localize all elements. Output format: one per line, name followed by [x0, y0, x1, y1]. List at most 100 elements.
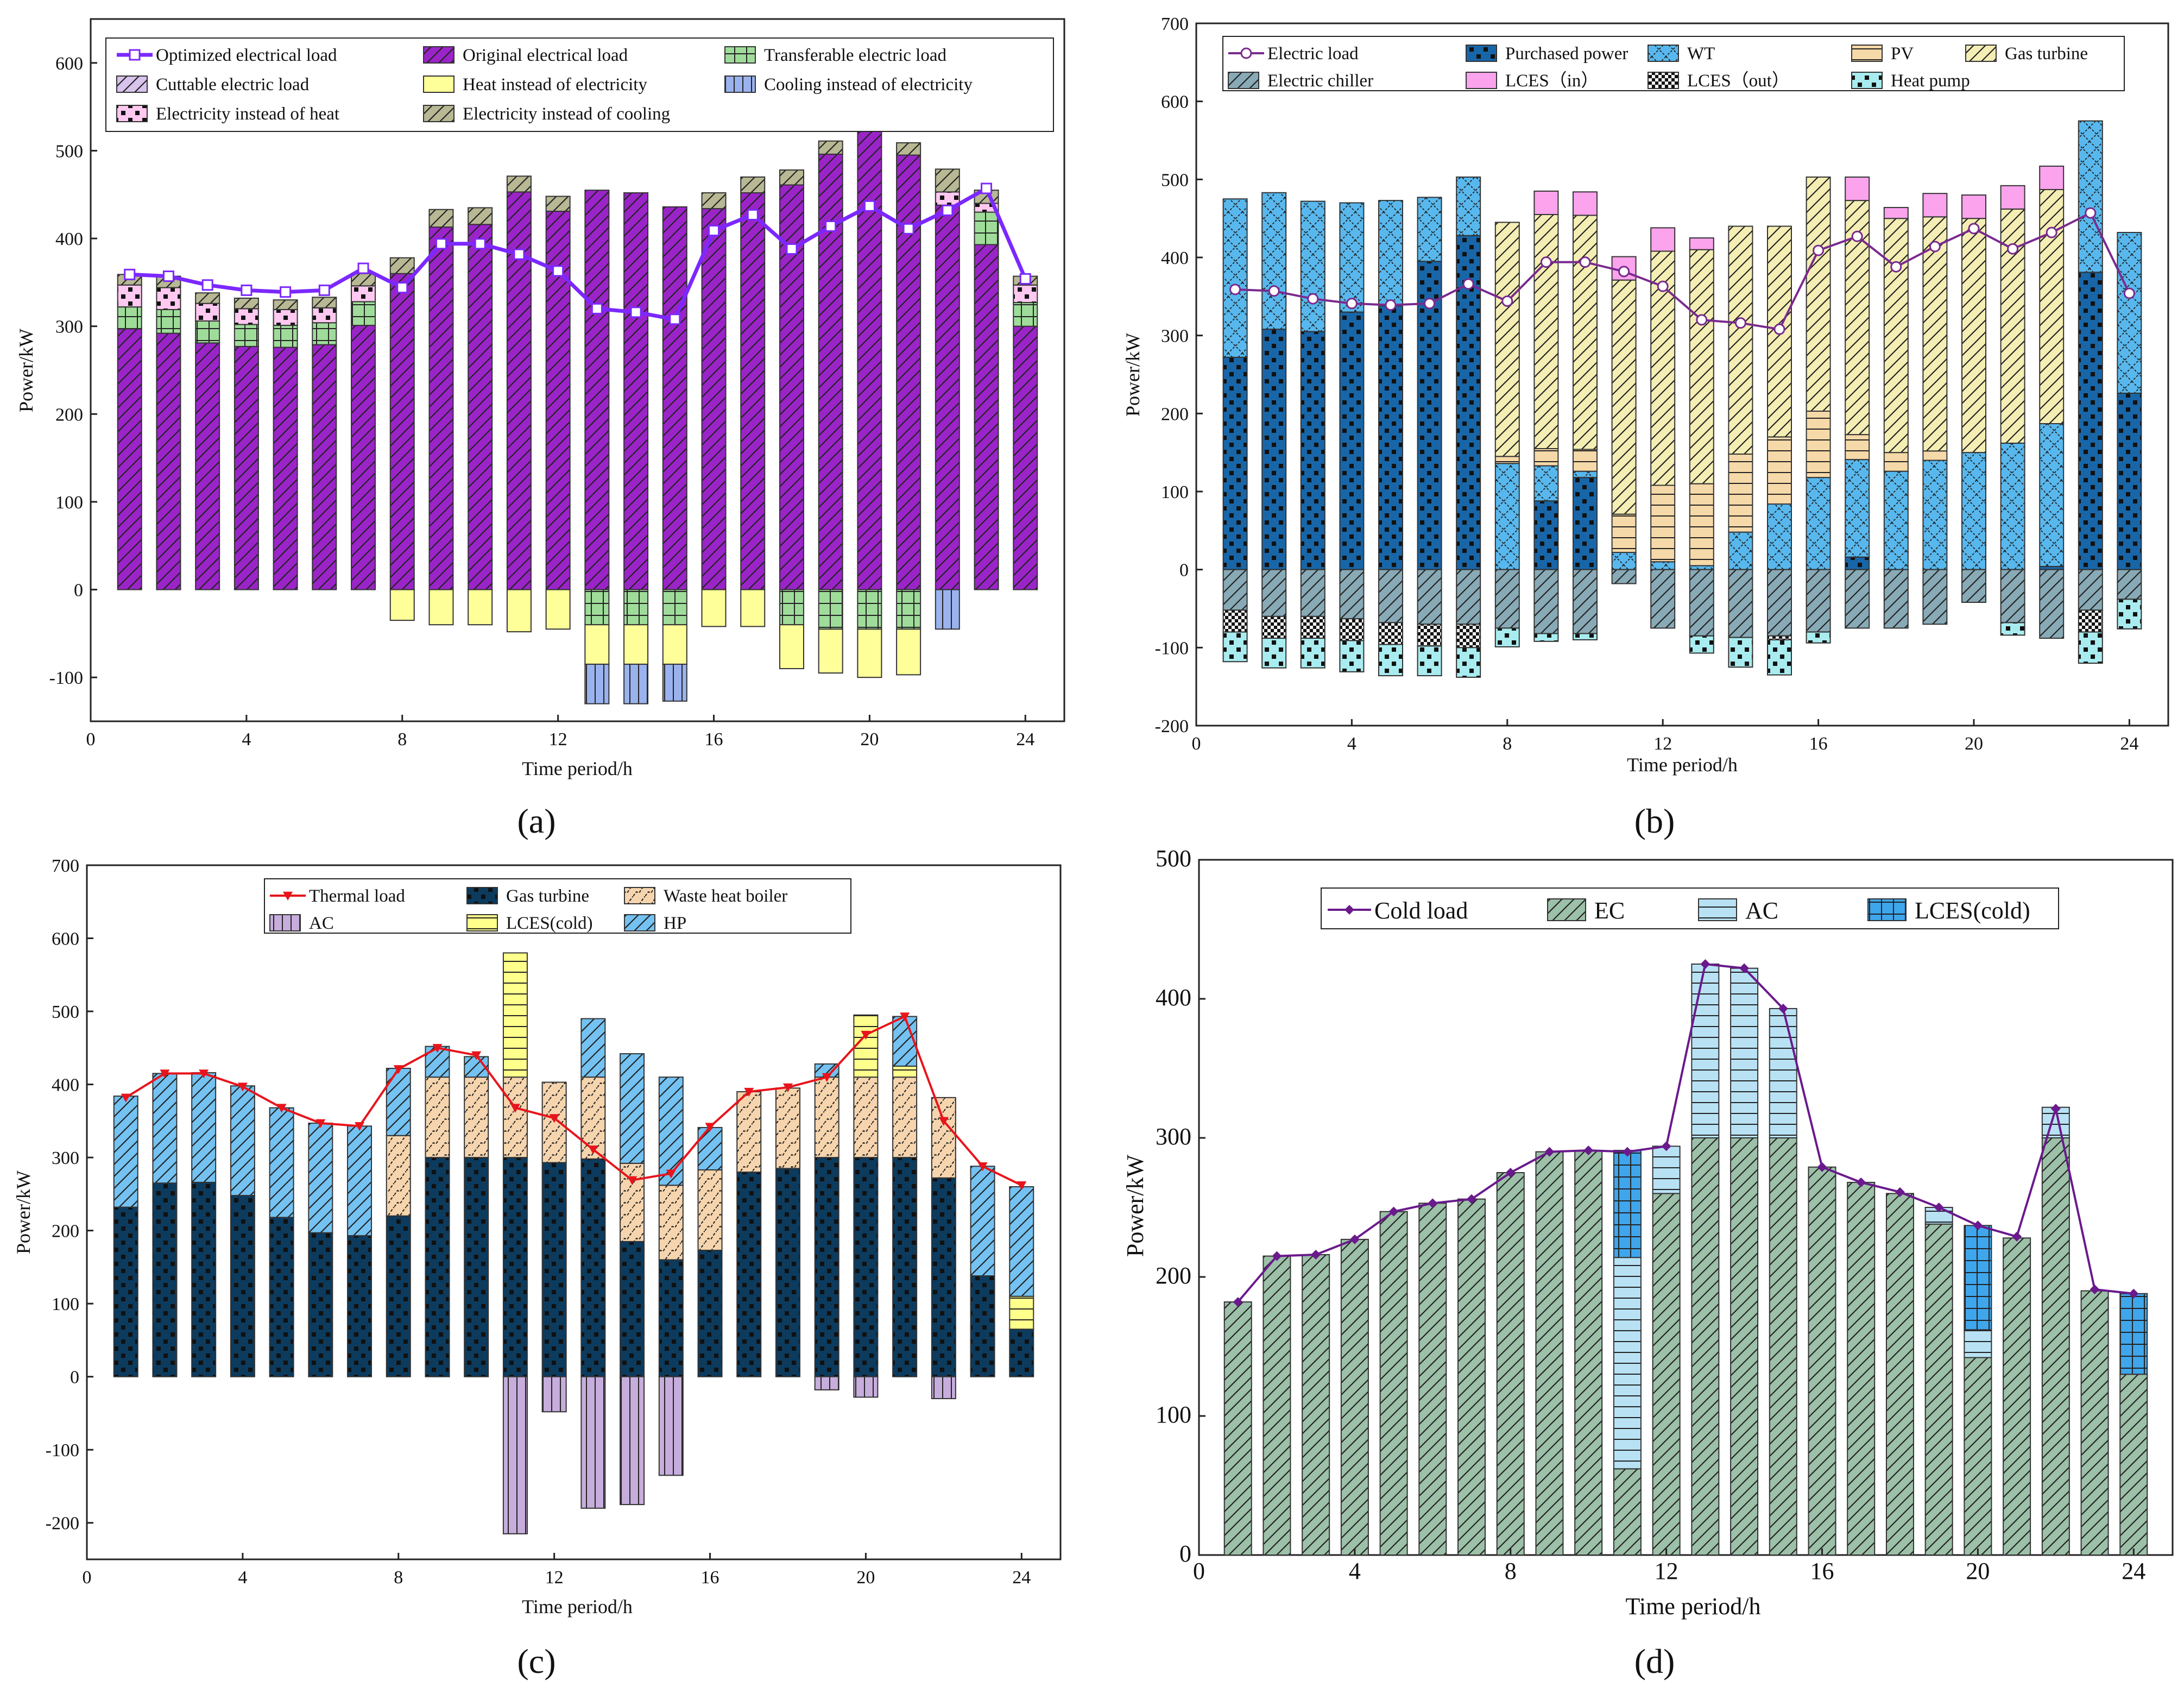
bar-b-s3-t20-hatch	[1962, 218, 1986, 453]
legend-swatch-c-5-edge	[624, 914, 655, 931]
bar-a-s5-t7-hatch	[351, 286, 376, 302]
bar-c-s1-t19-hatch	[815, 1077, 839, 1158]
bar-d-s1-t12	[1652, 1145, 1681, 1194]
bar-a-s5-t1	[117, 284, 142, 308]
point-d-0-t5	[1388, 1206, 1399, 1217]
bar-b-s5-t18-edge	[1883, 569, 1909, 629]
bar-b-s3-t13-hatch	[1689, 249, 1714, 484]
bar-c-s4-t22	[931, 1376, 956, 1400]
bar-b-s7-t16-hatch	[1806, 632, 1830, 643]
point-b-0-t3	[1307, 293, 1319, 305]
series-line-a-0	[129, 185, 1027, 322]
ytick-label-b-700: 700	[1161, 14, 1189, 34]
bar-b-s1-t23	[2078, 120, 2103, 273]
legend-swatch-d-1-hatch	[1548, 899, 1586, 921]
legend-swatch-d-3-hatch	[1868, 899, 1906, 921]
ylabel-a: Power/kW	[15, 329, 37, 412]
point-a-0-t2	[162, 270, 174, 282]
point-a-0-t1	[124, 268, 136, 280]
bar-a-s6-t6	[312, 297, 337, 309]
bar-a-s6-t6-edge	[312, 297, 337, 309]
xtick-label-b-0: 0	[1192, 734, 1201, 754]
bar-b-s1-t21-hatch	[2000, 443, 2025, 570]
bar-c-s0-t16	[697, 1249, 723, 1377]
bar-a-s6-t12	[545, 196, 571, 212]
legend-marker-b-0	[1240, 47, 1252, 59]
point-d-0-t19	[1934, 1203, 1944, 1212]
bar-b-s0-t4	[1339, 311, 1365, 570]
bar-b-s2-t10	[1573, 449, 1598, 472]
point-c-0-t9	[432, 1044, 443, 1053]
bar-a-s3-t10-fill	[468, 589, 493, 625]
legend-swatch-b-6-fill	[1466, 72, 1497, 89]
bar-c-s1-t18	[775, 1087, 800, 1169]
bar-a-s3-t13-fill	[585, 625, 609, 664]
bar-b-s7-t16-edge	[1806, 631, 1831, 644]
bar-c-s0-t20	[853, 1157, 879, 1377]
bar-a-s3-t17-fill	[741, 589, 765, 627]
legend-swatch-a-7-hatch	[424, 105, 454, 122]
bar-b-s4-t13	[1689, 237, 1714, 250]
bar-c-s1-t14	[620, 1162, 645, 1242]
bar-a-s0-t7	[351, 325, 376, 590]
bar-c-s0-t1	[113, 1206, 138, 1377]
bar-c-s1-t13-hatch	[581, 1077, 605, 1159]
bar-b-s1-t6	[1417, 197, 1442, 262]
bar-a-s0-t13	[584, 190, 610, 590]
bar-a-s3-t15-fill	[662, 625, 687, 664]
bar-b-s5-t6	[1417, 569, 1442, 625]
bar-b-s4-t9	[1533, 190, 1559, 215]
point-b-0-t21	[2007, 243, 2019, 255]
bar-b-s2-t9	[1533, 448, 1559, 467]
point-d-0-t22	[2050, 1104, 2061, 1114]
bar-b-s5-t8-hatch	[1495, 569, 1519, 628]
xtick-label-a-4: 4	[242, 729, 251, 750]
bar-a-s0-t15	[662, 206, 687, 590]
bar-b-s1-t8-hatch	[1495, 463, 1519, 570]
series-line-d-0	[1237, 962, 2134, 1303]
bar-c-s0-t17	[736, 1172, 762, 1377]
bar-b-s3-t9	[1533, 213, 1559, 449]
bar-d-s0-t10	[1574, 1150, 1603, 1556]
bar-a-s3-t16-edge	[701, 589, 727, 627]
bar-a-s6-t7	[351, 273, 376, 287]
ytick-label-c--100: -100	[46, 1440, 79, 1461]
bar-c-s3-t23-hatch	[970, 1166, 995, 1276]
bar-d-s0-t22-hatch	[2042, 1138, 2069, 1555]
bar-d-s0-t8-hatch	[1497, 1173, 1524, 1555]
bar-c-s2-t20	[853, 1014, 879, 1078]
bar-a-s1-t3	[195, 320, 220, 344]
bar-a-s0-t17	[740, 192, 766, 590]
bar-b-s3-t8	[1494, 222, 1520, 457]
ytick-label-b-200: 200	[1161, 404, 1189, 424]
bar-a-s6-t11-hatch	[507, 176, 531, 192]
bar-c-s1-t21	[892, 1077, 918, 1159]
bar-b-s1-t1-edge	[1222, 198, 1248, 358]
bar-a-s0-t24-hatch	[1013, 326, 1038, 590]
bar-d-s0-t2-hatch	[1263, 1256, 1291, 1555]
point-a-0-t9	[435, 238, 447, 250]
bar-b-s3-t18	[1883, 218, 1909, 454]
bar-c-s0-t15	[658, 1259, 684, 1377]
bar-b-s1-t16	[1806, 477, 1831, 570]
point-c-0-t10	[471, 1051, 482, 1060]
bar-a-s6-t22	[935, 168, 960, 193]
bar-c-s0-t18	[775, 1168, 800, 1377]
bar-d-s0-t17	[1847, 1181, 1876, 1556]
bar-b-s1-t7	[1456, 177, 1481, 236]
bar-a-s4-t15-hatch	[662, 664, 687, 701]
legend-swatch-a-2-edge	[724, 46, 756, 64]
bar-d-s0-t1	[1223, 1301, 1252, 1556]
bar-a-s3-t20-fill	[857, 629, 882, 678]
ytick-label-c-700: 700	[52, 856, 79, 876]
legend-swatch-a-4-fill	[424, 76, 454, 92]
bar-a-s4-t22-edge	[935, 589, 960, 630]
bar-a-s1-t5-hatch	[273, 325, 298, 348]
point-d-0-t9	[1544, 1147, 1555, 1157]
bar-a-s6-t6-hatch	[312, 297, 337, 308]
bar-a-s6-t18-hatch	[779, 169, 804, 185]
bar-a-s0-t4-hatch	[234, 346, 258, 590]
bar-b-s5-t8	[1494, 569, 1520, 629]
bar-c-s0-t13-hatch	[581, 1159, 605, 1377]
bar-b-s4-t13-fill	[1689, 238, 1714, 250]
